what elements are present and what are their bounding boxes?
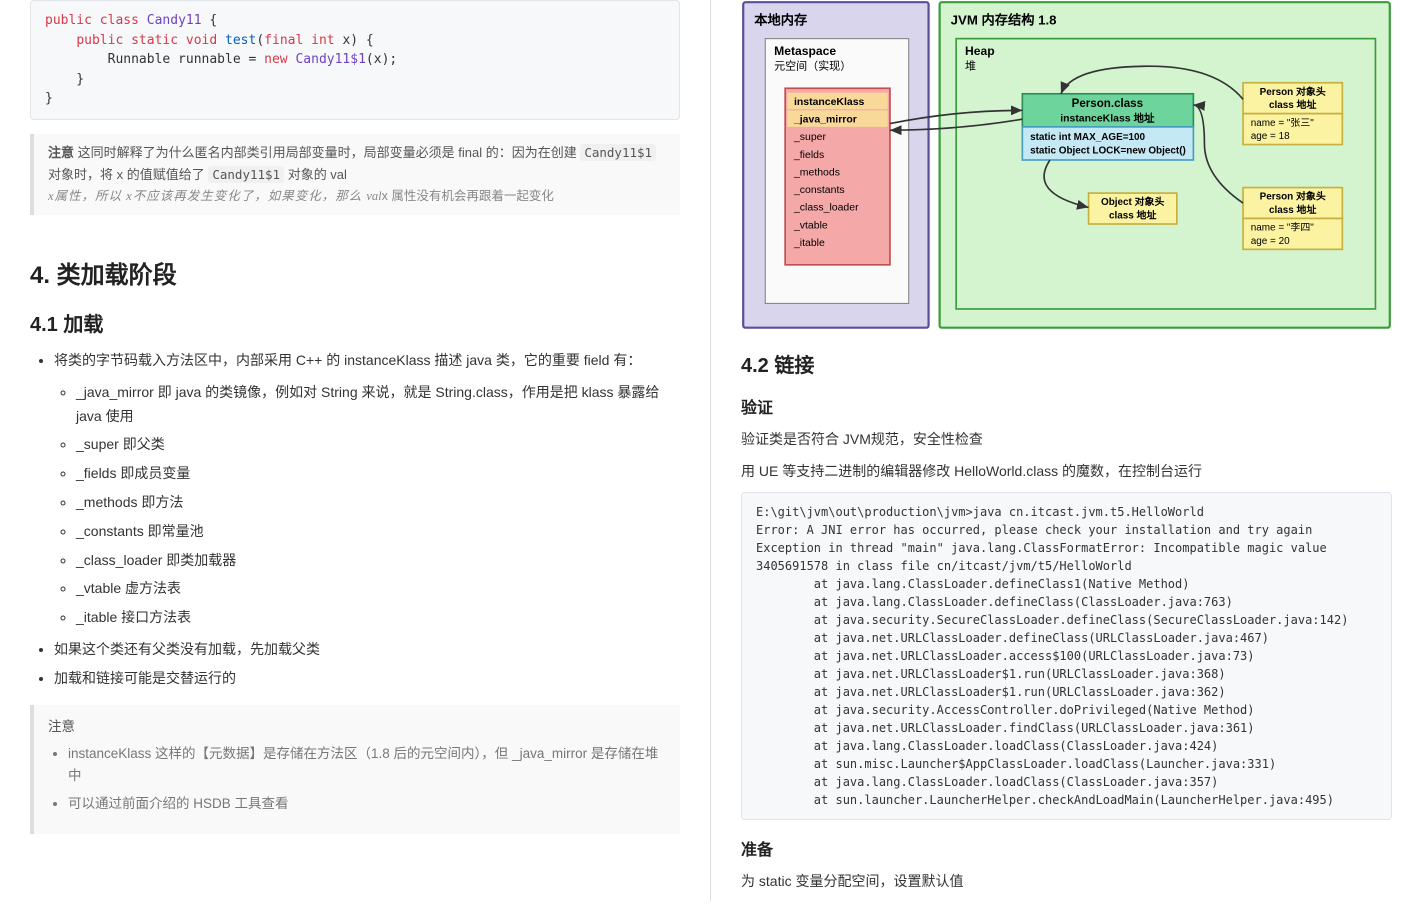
- note-title: 注意: [48, 715, 666, 735]
- svg-text:class 地址: class 地址: [1109, 208, 1157, 221]
- svg-text:age = 18: age = 18: [1251, 131, 1290, 142]
- verify-p2: 用 UE 等支持二进制的编辑器修改 HelloWorld.class 的魔数，在…: [741, 460, 1392, 484]
- diag-local-title: 本地内存: [754, 11, 807, 27]
- svg-text:Object 对象头: Object 对象头: [1101, 195, 1164, 208]
- diag-jvm-title: JVM 内存结构 1.8: [951, 11, 1057, 27]
- heading-prepare: 准备: [741, 836, 1392, 860]
- quote-text: 这同时解释了为什么匿名内部类引用局部变量时，局部变量必须是 final 的：因为…: [74, 145, 580, 160]
- diag-metaspace-sub: 元空间（实现）: [774, 59, 851, 73]
- load-bullets: 将类的字节码载入方法区中，内部采用 C++ 的 instanceKlass 描述…: [30, 349, 680, 691]
- prepare-p: 为 static 变量分配空间，设置默认值: [741, 870, 1392, 894]
- diag-heap-sub: 堆: [965, 60, 976, 73]
- inline-code: Candy11$1: [208, 166, 284, 183]
- list-item: _itable 接口方法表: [76, 606, 680, 630]
- left-column: public class Candy11 { public static voi…: [0, 0, 711, 901]
- quote-text: x 属性没有机会再跟着一起变化: [382, 189, 554, 203]
- list-item: _java_mirror 即 java 的类镜像，例如对 String 来说，就…: [76, 381, 680, 429]
- svg-text:_constants: _constants: [793, 185, 845, 196]
- svg-text:name = "张三": name = "张三": [1251, 117, 1314, 129]
- svg-text:static Object LOCK=new Object(: static Object LOCK=new Object(): [1030, 145, 1186, 156]
- quote-lead: 注意: [48, 145, 74, 160]
- code-block-candy11: public class Candy11 { public static voi…: [30, 0, 680, 120]
- svg-text:name = "李四": name = "李四": [1251, 221, 1314, 234]
- svg-text:static int MAX_AGE=100: static int MAX_AGE=100: [1030, 132, 1145, 143]
- svg-text:class 地址: class 地址: [1269, 98, 1317, 111]
- right-column: 本地内存 Metaspace 元空间（实现） instanceKlass _jav…: [711, 0, 1422, 901]
- svg-text:instanceKlass 地址: instanceKlass 地址: [1060, 111, 1155, 124]
- list-item: _constants 即常量池: [76, 520, 680, 544]
- list-item: 如果这个类还有父类没有加载，先加载父类: [54, 638, 680, 662]
- list-item: _fields 即成员变量: [76, 462, 680, 486]
- quote-italic: val: [366, 189, 381, 203]
- svg-text:_fields: _fields: [793, 150, 824, 161]
- list-item: _methods 即方法: [76, 491, 680, 515]
- svg-text:class 地址: class 地址: [1269, 203, 1317, 216]
- jvm-memory-diagram: 本地内存 Metaspace 元空间（实现） instanceKlass _jav…: [741, 0, 1392, 331]
- svg-text:_itable: _itable: [793, 238, 825, 249]
- list-item: instanceKlass 这样的【元数据】是存储在方法区（1.8 后的元空间内…: [68, 743, 666, 789]
- svg-text:_vtable: _vtable: [793, 220, 828, 231]
- list-item: _class_loader 即类加载器: [76, 549, 680, 573]
- heading-verify: 验证: [741, 394, 1392, 418]
- svg-text:instanceKlass: instanceKlass: [794, 97, 865, 108]
- list-item: _super 即父类: [76, 433, 680, 457]
- svg-text:age = 20: age = 20: [1251, 236, 1290, 247]
- diag-heap-title: Heap: [965, 44, 995, 58]
- heading-section-4: 4. 类加载阶段: [30, 255, 680, 290]
- svg-text:Person 对象头: Person 对象头: [1260, 85, 1326, 98]
- diag-metaspace-title: Metaspace: [774, 44, 836, 58]
- list-item: 可以通过前面介绍的 HSDB 工具查看: [68, 793, 666, 816]
- quote-text: 对象时，将 x 的值赋值给了: [48, 167, 208, 182]
- note-box: 注意 instanceKlass 这样的【元数据】是存储在方法区（1.8 后的元…: [30, 705, 680, 835]
- diagram-svg: 本地内存 Metaspace 元空间（实现） instanceKlass _jav…: [741, 0, 1392, 331]
- note-quote: 注意 这同时解释了为什么匿名内部类引用局部变量时，局部变量必须是 final 的…: [30, 134, 680, 215]
- list-item: _vtable 虚方法表: [76, 577, 680, 601]
- inline-code: Candy11$1: [580, 144, 656, 161]
- svg-text:Person.class: Person.class: [1072, 98, 1143, 110]
- quote-italic: x属性，所以 x不应该再发生变化了，如果变化，那么: [48, 189, 366, 203]
- verify-p1: 验证类是否符合 JVM规范，安全性检查: [741, 428, 1392, 452]
- list-item: 加载和链接可能是交替运行的: [54, 667, 680, 691]
- svg-text:_super: _super: [793, 132, 827, 143]
- stacktrace-block: E:\git\jvm\out\production\jvm>java cn.it…: [741, 492, 1392, 820]
- svg-text:_methods: _methods: [793, 167, 840, 178]
- quote-text: 对象的 val: [284, 167, 347, 182]
- note-list: instanceKlass 这样的【元数据】是存储在方法区（1.8 后的元空间内…: [48, 743, 666, 817]
- heading-4-2: 4.2 链接: [741, 349, 1392, 378]
- svg-text:Person 对象头: Person 对象头: [1260, 190, 1326, 203]
- heading-4-1: 4.1 加载: [30, 308, 680, 337]
- field-sublist: _java_mirror 即 java 的类镜像，例如对 String 来说，就…: [54, 381, 680, 630]
- svg-text:_class_loader: _class_loader: [793, 203, 859, 214]
- list-item: 将类的字节码载入方法区中，内部采用 C++ 的 instanceKlass 描述…: [54, 349, 680, 373]
- svg-text:_java_mirror: _java_mirror: [793, 114, 857, 125]
